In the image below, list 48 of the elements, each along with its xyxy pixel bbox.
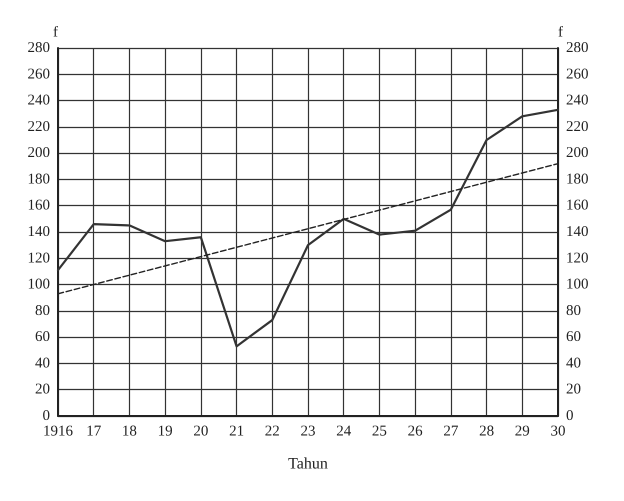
- y-tick-label: 60: [35, 329, 50, 346]
- x-tick-label: 24: [336, 424, 352, 440]
- y2-tick-label: 80: [566, 302, 581, 319]
- y-tick-label: 280: [28, 40, 50, 56]
- y-tick-label: 260: [28, 66, 50, 82]
- x-tick-label: 25: [372, 424, 387, 440]
- y2-axis-title: f: [558, 24, 563, 40]
- y2-tick-label: 280: [566, 40, 588, 56]
- x-tick-label: 26: [408, 424, 424, 440]
- y2-tick-label: 140: [566, 224, 588, 240]
- y2-tick-label: 20: [566, 382, 581, 398]
- x-tick-label: 22: [264, 424, 280, 440]
- x-axis-title: Tahun: [288, 456, 328, 472]
- y2-tick-label: 0: [566, 408, 574, 424]
- x-tick-label: 21: [229, 424, 244, 440]
- x-tick-label: 19: [158, 424, 173, 440]
- x-tick-label: 20: [193, 424, 208, 440]
- x-tick-label: 23: [300, 424, 316, 440]
- x-tick-label: 28: [479, 424, 494, 440]
- x-tick-label: 1916: [43, 424, 74, 440]
- y-tick-label: 200: [28, 145, 50, 162]
- y2-tick-label: 120: [566, 250, 588, 266]
- y-tick-label: 180: [28, 171, 50, 188]
- y-tick-label: 0: [42, 408, 50, 424]
- y-tick-label: 220: [28, 118, 50, 135]
- y2-tick-label: 200: [566, 145, 588, 162]
- y-tick-label: 120: [28, 250, 50, 266]
- y2-tick-label: 260: [566, 66, 588, 82]
- y-tick-label: 160: [28, 198, 50, 214]
- y2-tick-label: 100: [566, 276, 588, 293]
- y-tick-label: 80: [35, 302, 50, 319]
- y-tick-label: 240: [28, 92, 50, 109]
- y2-tick-label: 240: [566, 92, 588, 109]
- x-tick-label: 27: [443, 424, 459, 440]
- y2-tick-label: 180: [566, 171, 588, 188]
- y-tick-label: 140: [28, 224, 50, 240]
- x-tick-label: 29: [514, 424, 530, 440]
- y2-tick-label: 160: [566, 198, 588, 214]
- y2-tick-label: 40: [566, 355, 581, 372]
- x-tick-label: 30: [550, 424, 566, 440]
- x-tick-label: 18: [122, 424, 137, 440]
- x-tick-label: 17: [86, 424, 102, 440]
- y-axis-title: f: [53, 24, 58, 40]
- y-tick-label: 100: [28, 276, 50, 293]
- y2-tick-label: 220: [566, 118, 588, 135]
- y-tick-label: 20: [35, 382, 50, 398]
- y-tick-label: 40: [35, 355, 50, 372]
- y2-tick-label: 60: [566, 329, 581, 346]
